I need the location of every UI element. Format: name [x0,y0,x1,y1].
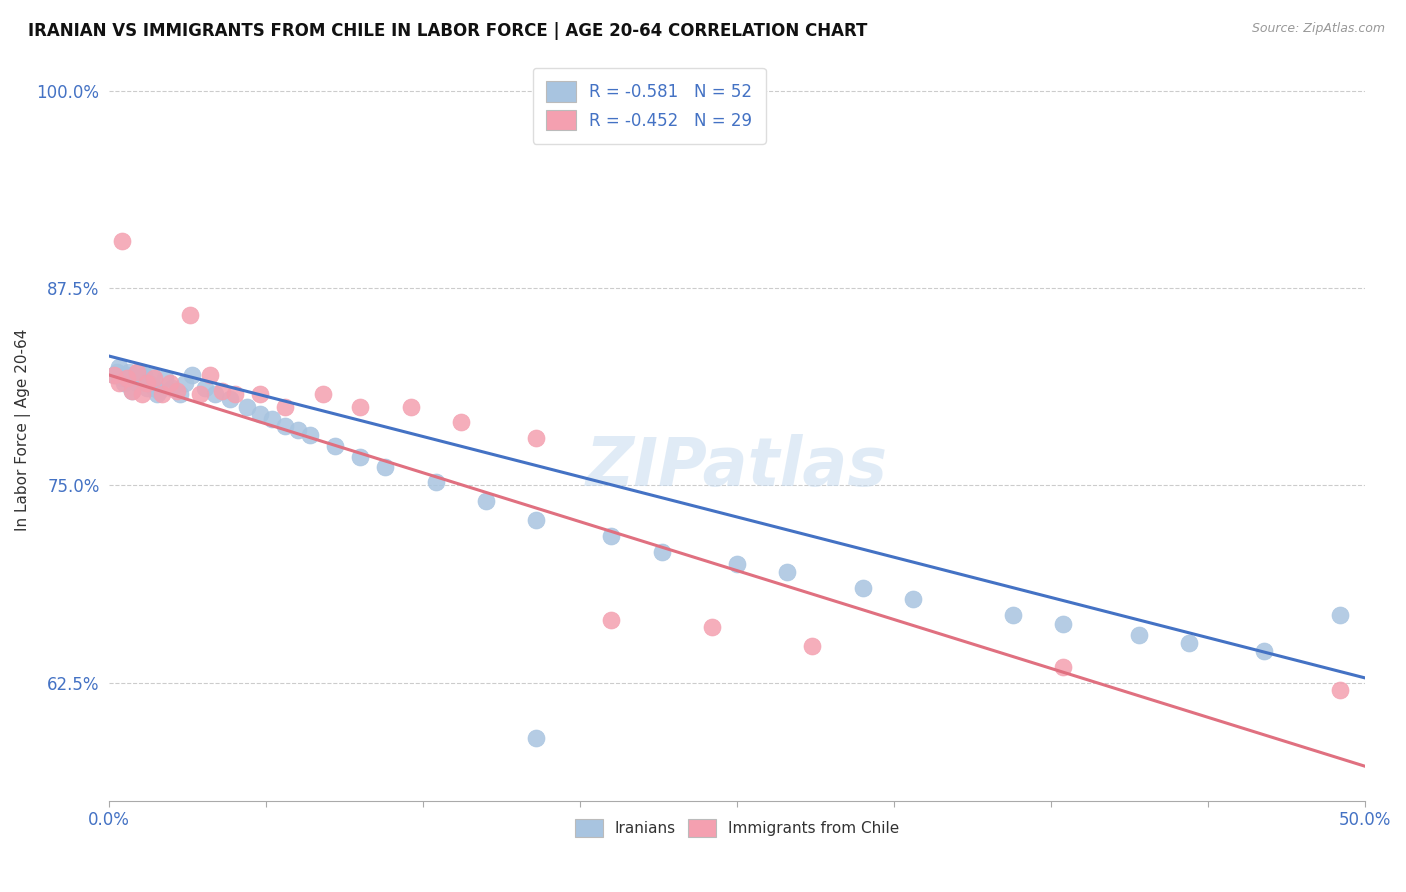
Point [1052,660,1074,674]
Point [524,431,547,445]
Point [125,365,148,379]
Point [236,400,259,414]
Point [188,387,211,401]
Point [700,620,723,634]
Text: IRANIAN VS IMMIGRANTS FROM CHILE IN LABOR FORCE | AGE 20-64 CORRELATION CHART: IRANIAN VS IMMIGRANTS FROM CHILE IN LABO… [28,22,868,40]
Point [138,376,160,390]
Point [143,381,166,395]
Point [118,365,141,379]
Point [1253,644,1275,658]
Point [475,494,498,508]
Point [115,371,138,385]
Text: ZIPatlas: ZIPatlas [586,434,889,500]
Point [136,381,159,395]
Point [166,384,188,398]
Point [146,387,169,401]
Point [211,384,233,398]
Point [124,371,146,385]
Point [1178,636,1201,650]
Point [115,368,138,382]
Point [194,381,217,395]
Point [600,529,623,543]
Point [450,415,472,429]
Legend: Iranians, Immigrants from Chile: Iranians, Immigrants from Chile [568,811,907,845]
Point [249,408,271,422]
Point [108,376,131,390]
Point [148,384,170,398]
Point [131,387,153,401]
Point [1002,607,1025,622]
Point [103,368,125,382]
Point [1128,628,1150,642]
Point [1329,683,1351,698]
Point [651,544,673,558]
Point [159,376,181,390]
Point [131,371,153,385]
Point [287,423,309,437]
Point [179,308,201,322]
Point [169,387,191,401]
Point [600,613,623,627]
Point [299,428,322,442]
Point [105,365,128,379]
Point [204,387,226,401]
Point [323,439,346,453]
Point [524,731,547,745]
Point [312,387,335,401]
Y-axis label: In Labor Force | Age 20-64: In Labor Force | Age 20-64 [15,329,31,532]
Point [524,513,547,527]
Point [274,400,297,414]
Point [111,234,134,248]
Point [134,368,156,382]
Point [374,459,396,474]
Text: Source: ZipAtlas.com: Source: ZipAtlas.com [1251,22,1385,36]
Point [141,368,163,382]
Point [725,558,748,572]
Point [181,368,204,382]
Point [399,400,422,414]
Point [150,387,173,401]
Point [776,565,799,579]
Point [349,450,371,464]
Point [224,387,246,401]
Point [160,381,183,395]
Point [111,371,134,385]
Point [249,387,271,401]
Point [153,371,176,385]
Point [425,475,447,490]
Point [173,376,195,390]
Point [112,376,135,390]
Point [198,368,221,382]
Point [108,360,131,375]
Point [852,581,875,595]
Point [136,376,159,390]
Point [274,418,297,433]
Point [121,384,143,398]
Point [121,384,143,398]
Point [801,640,824,654]
Point [901,592,924,607]
Point [1052,617,1074,632]
Point [143,371,166,385]
Point [262,412,284,426]
Point [349,400,371,414]
Point [218,392,240,406]
Point [1329,607,1351,622]
Point [103,368,125,382]
Point [125,376,148,390]
Point [128,365,150,379]
